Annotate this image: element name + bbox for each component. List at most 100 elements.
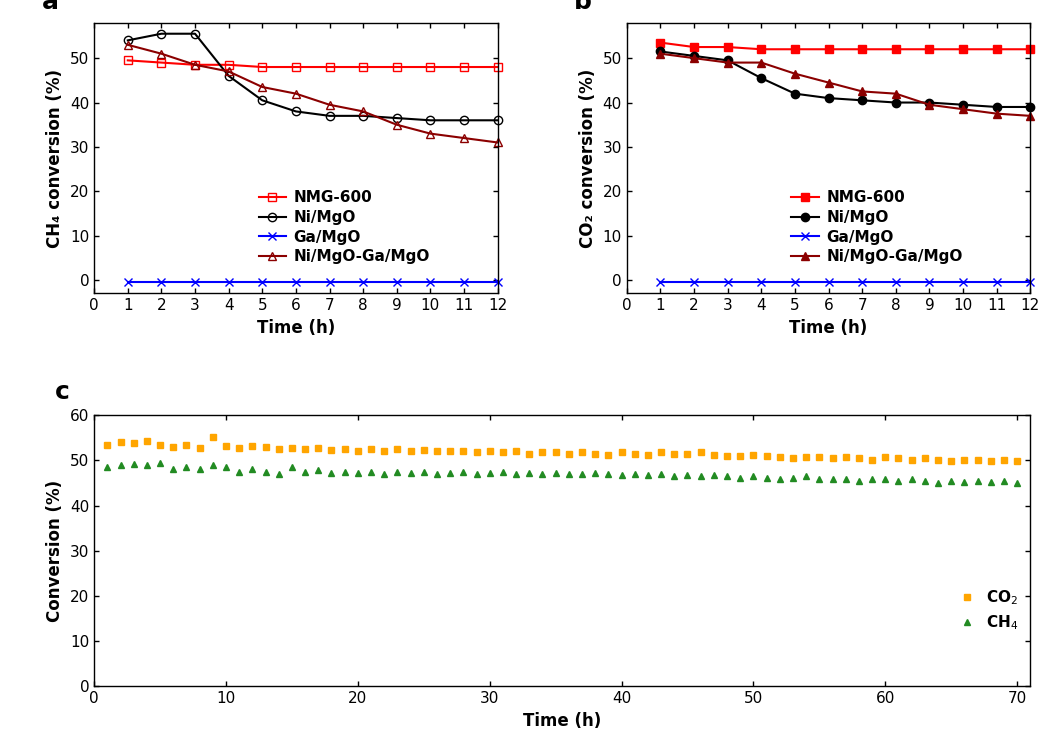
NMG-600 [755, 44, 768, 54]
Ni/MgO-Ga/MgO [889, 89, 902, 98]
Legend: CO$_2$, CH$_4$: CO$_2$, CH$_4$ [955, 589, 1018, 632]
Ni/MgO-Ga/MgO [290, 89, 302, 98]
Ni/MgO [323, 112, 336, 121]
NMG-600 [991, 44, 1003, 54]
Ga/MgO [458, 277, 471, 287]
CO$_2$ [233, 443, 246, 452]
CO$_2$ [206, 433, 219, 442]
Line: Ni/MgO: Ni/MgO [656, 48, 1034, 111]
Ni/MgO [654, 47, 666, 56]
Line: Ni/MgO-Ga/MgO: Ni/MgO-Ga/MgO [123, 41, 502, 147]
Ni/MgO [155, 29, 167, 38]
NMG-600 [889, 44, 902, 54]
Ni/MgO-Ga/MgO [722, 58, 734, 67]
Ni/MgO [688, 51, 701, 60]
Y-axis label: CH₄ conversion (%): CH₄ conversion (%) [46, 69, 65, 247]
Ni/MgO-Ga/MgO [492, 138, 504, 147]
NMG-600 [654, 38, 666, 47]
Ni/MgO [991, 103, 1003, 112]
Ga/MgO [755, 277, 768, 287]
Line: CH$_4$: CH$_4$ [105, 460, 1020, 486]
Ni/MgO [357, 112, 369, 121]
Ga/MgO [991, 277, 1003, 287]
Legend: NMG-600, Ni/MgO, Ga/MgO, Ni/MgO-Ga/MgO: NMG-600, Ni/MgO, Ga/MgO, Ni/MgO-Ga/MgO [258, 191, 430, 264]
Ni/MgO [856, 96, 868, 105]
Line: NMG-600: NMG-600 [123, 57, 502, 71]
Ni/MgO [256, 96, 269, 105]
CO$_2$ [1010, 457, 1023, 466]
Ga/MgO [390, 277, 403, 287]
Ni/MgO [924, 98, 936, 107]
Ni/MgO [188, 29, 201, 38]
Ga/MgO [121, 277, 134, 287]
Ni/MgO-Ga/MgO [822, 78, 835, 87]
Text: a: a [42, 0, 59, 14]
CH$_4$ [325, 468, 338, 477]
Ga/MgO [223, 277, 235, 287]
Ni/MgO-Ga/MgO [155, 49, 167, 58]
NMG-600 [390, 63, 403, 72]
NMG-600 [121, 56, 134, 65]
NMG-600 [458, 63, 471, 72]
NMG-600 [323, 63, 336, 72]
CO$_2$ [615, 448, 628, 457]
Line: Ga/MgO: Ga/MgO [656, 278, 1034, 287]
Ni/MgO-Ga/MgO [924, 100, 936, 109]
CH$_4$ [615, 470, 628, 480]
CH$_4$ [497, 467, 509, 477]
Ni/MgO-Ga/MgO [357, 107, 369, 116]
CO$_2$ [892, 454, 905, 463]
Ga/MgO [424, 277, 436, 287]
X-axis label: Time (h): Time (h) [523, 712, 601, 730]
NMG-600 [957, 44, 970, 54]
Ga/MgO [1024, 277, 1037, 287]
Ni/MgO [822, 93, 835, 103]
Ga/MgO [323, 277, 336, 287]
NMG-600 [290, 63, 302, 72]
CH$_4$ [154, 458, 166, 467]
Ni/MgO [957, 100, 970, 109]
Ni/MgO-Ga/MgO [323, 100, 336, 109]
NMG-600 [188, 60, 201, 69]
Ga/MgO [492, 277, 504, 287]
Ga/MgO [654, 277, 666, 287]
Ni/MgO-Ga/MgO [223, 67, 235, 76]
Ni/MgO-Ga/MgO [856, 87, 868, 96]
NMG-600 [155, 58, 167, 67]
NMG-600 [722, 42, 734, 51]
Ga/MgO [924, 277, 936, 287]
Ni/MgO-Ga/MgO [654, 49, 666, 58]
NMG-600 [492, 63, 504, 72]
Ga/MgO [357, 277, 369, 287]
CH$_4$ [1010, 479, 1023, 488]
Ga/MgO [822, 277, 835, 287]
CH$_4$ [932, 479, 945, 488]
NMG-600 [424, 63, 436, 72]
Ga/MgO [256, 277, 269, 287]
Ni/MgO-Ga/MgO [121, 40, 134, 49]
Line: Ni/MgO-Ga/MgO: Ni/MgO-Ga/MgO [656, 50, 1034, 120]
Ni/MgO [390, 114, 403, 123]
Ga/MgO [789, 277, 801, 287]
Ni/MgO-Ga/MgO [424, 129, 436, 138]
NMG-600 [789, 44, 801, 54]
Ni/MgO [458, 116, 471, 125]
Ni/MgO [722, 56, 734, 65]
Ni/MgO [290, 107, 302, 116]
CO$_2$ [325, 446, 338, 455]
NMG-600 [357, 63, 369, 72]
Text: b: b [574, 0, 592, 14]
Ni/MgO [492, 116, 504, 125]
Ni/MgO [424, 116, 436, 125]
Ni/MgO-Ga/MgO [688, 54, 701, 63]
CH$_4$ [233, 467, 246, 477]
NMG-600 [822, 44, 835, 54]
Text: c: c [54, 381, 70, 404]
CH$_4$ [391, 467, 404, 477]
CH$_4$ [892, 477, 905, 486]
Y-axis label: Conversion (%): Conversion (%) [46, 480, 65, 622]
X-axis label: Time (h): Time (h) [256, 319, 335, 337]
CO$_2$ [101, 440, 114, 449]
Ga/MgO [688, 277, 701, 287]
Ni/MgO [121, 36, 134, 45]
